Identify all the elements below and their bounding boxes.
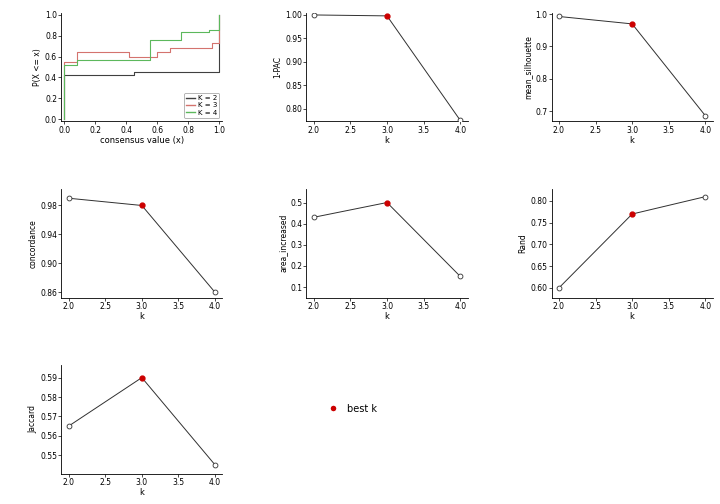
- Y-axis label: Rand: Rand: [518, 233, 528, 253]
- Y-axis label: concordance: concordance: [28, 219, 37, 268]
- X-axis label: consensus value (x): consensus value (x): [100, 136, 184, 145]
- X-axis label: k: k: [140, 312, 144, 321]
- X-axis label: k: k: [140, 488, 144, 497]
- Legend: K = 2, K = 3, K = 4: K = 2, K = 3, K = 4: [184, 93, 219, 118]
- Y-axis label: 1-PAC: 1-PAC: [274, 56, 282, 78]
- X-axis label: k: k: [630, 136, 634, 145]
- X-axis label: k: k: [384, 136, 390, 145]
- Y-axis label: mean_silhouette: mean_silhouette: [523, 35, 533, 99]
- Y-axis label: Jaccard: Jaccard: [28, 405, 37, 433]
- Legend: best k: best k: [319, 400, 380, 417]
- X-axis label: k: k: [384, 312, 390, 321]
- X-axis label: k: k: [630, 312, 634, 321]
- Y-axis label: P(X <= x): P(X <= x): [33, 48, 42, 86]
- Y-axis label: area_increased: area_increased: [279, 214, 287, 272]
